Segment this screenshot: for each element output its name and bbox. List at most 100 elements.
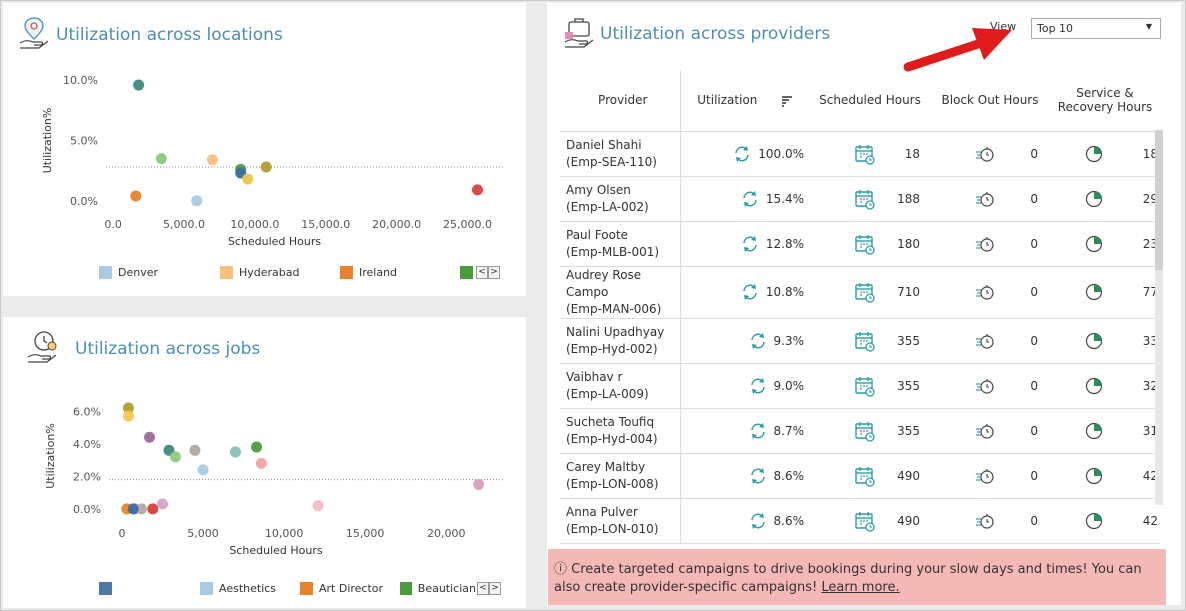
legend-item-blank[interactable] (99, 582, 118, 595)
utilization-value: 8.6% (773, 468, 805, 483)
legend-item-aesthetics[interactable]: Aesthetics (200, 582, 276, 595)
table-scrollbar-thumb[interactable] (1155, 130, 1163, 270)
x-tick-label: 15,000 (346, 527, 385, 540)
table-row[interactable]: Carey Maltby (Emp-LON-008) 8.6% 490 0 42 (560, 453, 1160, 499)
scheduled-cell: 180 (810, 221, 930, 267)
legend-swatch (460, 266, 473, 279)
data-point[interactable] (471, 184, 483, 196)
table-row[interactable]: Sucheta Toufiq (Emp-Hyd-004) 8.7% 355 0 31 (560, 408, 1160, 454)
provider-cell[interactable]: Nalini Upadhyay (Emp-Hyd-002) (560, 318, 681, 364)
table-row[interactable]: Paul Foote (Emp-MLB-001) 12.8% 180 0 23 (560, 221, 1160, 267)
provider-name: Daniel Shahi (566, 137, 642, 152)
service-value: 42 (1142, 513, 1158, 528)
sort-icon[interactable] (781, 95, 793, 107)
utilization-cell: 9.0% (680, 363, 810, 409)
table-row[interactable]: Amy Olsen (Emp-LA-002) 15.4% 188 0 29 (560, 176, 1160, 222)
refresh-icon (743, 190, 757, 207)
utilization-value: 100.0% (758, 146, 804, 161)
data-point[interactable] (473, 478, 485, 490)
refresh-icon (743, 284, 757, 300)
data-point[interactable] (155, 153, 167, 165)
utilization-value: 9.3% (773, 333, 805, 348)
provider-cell[interactable]: Anna Pulver (Emp-LON-010) (560, 498, 681, 544)
data-point[interactable] (133, 79, 145, 91)
x-tick-label: 0 (118, 527, 125, 540)
legend-item-ireland[interactable]: Ireland (340, 266, 397, 279)
service-column-header[interactable]: Service & Recovery Hours (1050, 70, 1160, 132)
service-cell: 31 (1050, 408, 1160, 454)
calendar-icon (855, 283, 875, 303)
legend-item-partial[interactable] (460, 266, 479, 279)
campaign-banner: ⓘ Create targeted campaigns to drive boo… (548, 549, 1166, 605)
provider-name: Amy Olsen (566, 182, 631, 197)
table-scrollbar[interactable] (1155, 130, 1163, 505)
y-tick-label: 6.0% (73, 405, 101, 418)
pie-icon (1085, 332, 1103, 349)
data-point[interactable] (147, 503, 159, 515)
provider-id: (Emp-MAN-006) (566, 301, 662, 316)
service-cell: 42 (1050, 453, 1160, 499)
data-point[interactable] (169, 451, 181, 463)
data-point[interactable] (312, 500, 324, 512)
stopwatch-icon (976, 236, 994, 252)
data-point[interactable] (242, 173, 254, 185)
legend-swatch (200, 582, 213, 595)
provider-cell[interactable]: Daniel Shahi (Emp-SEA-110) (560, 131, 681, 177)
table-row[interactable]: Anna Pulver (Emp-LON-010) 8.6% 490 0 42 (560, 498, 1160, 544)
legend-item-hyderabad[interactable]: Hyderabad (220, 266, 300, 279)
y-tick-label: 2.0% (73, 470, 101, 483)
data-point[interactable] (130, 190, 142, 202)
refresh-icon (750, 512, 765, 529)
provider-cell[interactable]: Amy Olsen (Emp-LA-002) (560, 176, 681, 222)
refresh-icon (735, 145, 749, 162)
utilization-value: 15.4% (765, 191, 804, 206)
utilization-value: 8.7% (773, 423, 805, 438)
table-row[interactable]: Audrey Rose Campo (Emp-MAN-006) 10.8% 710 0 7… (560, 266, 1160, 319)
legend-item-art-director[interactable]: Art Director (300, 582, 383, 595)
data-point[interactable] (191, 195, 203, 207)
provider-cell[interactable]: Vaibhav r (Emp-LA-009) (560, 363, 681, 409)
legend-next-button[interactable]: > (489, 582, 501, 595)
provider-column-header[interactable]: Provider (560, 70, 681, 132)
utilization-column-header[interactable]: Utilization (680, 70, 810, 132)
data-point[interactable] (251, 441, 263, 453)
scheduled-column-header[interactable]: Scheduled Hours (810, 70, 930, 132)
table-header-row: Provider Utilization Scheduled Hours Blo… (560, 70, 1160, 132)
utilization-cell: 12.8% (680, 221, 810, 267)
data-point[interactable] (122, 410, 134, 422)
data-point[interactable] (255, 457, 267, 469)
data-point[interactable] (229, 446, 241, 458)
data-point[interactable] (157, 498, 169, 510)
blockout-column-header[interactable]: Block Out Hours (930, 70, 1050, 132)
learn-more-link[interactable]: Learn more. (821, 580, 900, 595)
data-point[interactable] (197, 464, 209, 476)
provider-cell[interactable]: Paul Foote (Emp-MLB-001) (560, 221, 681, 267)
legend-prev-button[interactable]: < (476, 266, 488, 279)
table-row[interactable]: Daniel Shahi (Emp-SEA-110) 100.0% 18 0 18 (560, 131, 1160, 177)
legend-item-beautician[interactable]: Beautician (400, 582, 476, 595)
provider-name: Nalini Upadhyay (566, 324, 665, 339)
scheduled-cell: 18 (810, 131, 930, 177)
data-point[interactable] (206, 154, 218, 166)
provider-cell[interactable]: Carey Maltby (Emp-LON-008) (560, 453, 681, 499)
calendar-icon (855, 376, 875, 397)
table-row[interactable]: Nalini Upadhyay (Emp-Hyd-002) 9.3% 355 0 33 (560, 318, 1160, 364)
provider-cell[interactable]: Audrey Rose Campo (Emp-MAN-006) (560, 266, 681, 319)
service-value: 31 (1142, 423, 1158, 438)
data-point[interactable] (144, 431, 156, 443)
table-row[interactable]: Vaibhav r (Emp-LA-009) 9.0% 355 0 32 (560, 363, 1160, 409)
data-point[interactable] (127, 503, 139, 515)
view-dropdown[interactable]: Top 10 ▼ (1031, 18, 1161, 39)
legend-next-button[interactable]: > (488, 266, 500, 279)
data-point[interactable] (189, 444, 201, 456)
calendar-icon (855, 331, 875, 352)
legend-item-denver[interactable]: Denver (99, 266, 158, 279)
providers-title: Utilization across providers (600, 24, 831, 44)
data-point[interactable] (122, 402, 134, 414)
data-point[interactable] (260, 161, 272, 173)
legend-prev-button[interactable]: < (477, 582, 489, 595)
calendar-icon (855, 189, 875, 210)
provider-cell[interactable]: Sucheta Toufiq (Emp-Hyd-004) (560, 408, 681, 454)
legend-label: Beautician (417, 582, 476, 595)
x-tick-label: 25,000.0 (443, 218, 492, 231)
